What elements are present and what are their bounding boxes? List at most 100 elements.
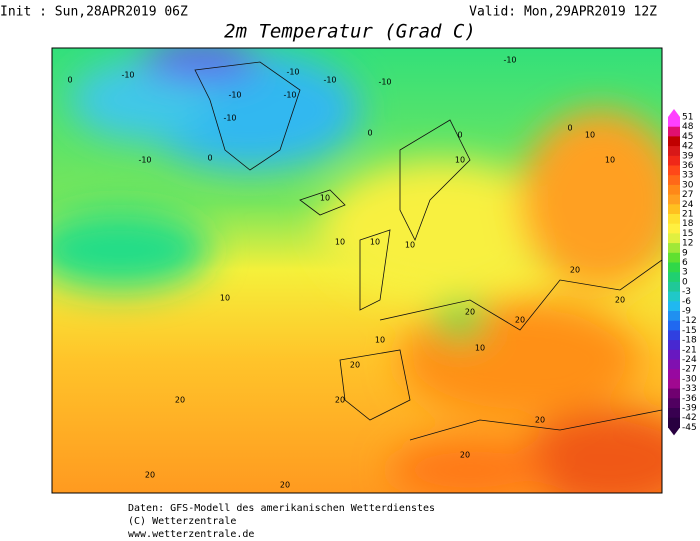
colorbar-swatch (668, 378, 680, 390)
colorbar-label: -6 (682, 297, 691, 307)
colorbar-swatch (668, 417, 680, 428)
colorbar-swatch (668, 175, 680, 186)
contour-label: 20 (350, 361, 360, 370)
contour-label: 20 (335, 396, 345, 405)
colorbar: 51484542393633302724211815129630-3-6-9-1… (668, 109, 697, 436)
contour-label: 0 (207, 154, 212, 163)
colorbar-label: -18 (682, 336, 697, 346)
colorbar-label: 0 (682, 277, 688, 287)
contour-label: 0 (367, 129, 372, 138)
colorbar-label: -27 (682, 365, 697, 375)
colorbar-label: 48 (682, 122, 694, 132)
colorbar-label: 33 (682, 171, 693, 181)
colorbar-cap (668, 109, 680, 117)
colorbar-label: -21 (682, 345, 697, 355)
colorbar-swatch (668, 165, 680, 176)
colorbar-label: 24 (682, 200, 694, 210)
contour-label: 20 (615, 296, 625, 305)
footer-copyright: (C) Wetterzentrale (128, 516, 236, 527)
contour-label: 10 (220, 294, 230, 303)
contour-label: 0 (567, 124, 572, 133)
colorbar-swatch (668, 117, 680, 128)
colorbar-label: -24 (682, 355, 697, 365)
contour-label: 10 (585, 131, 595, 140)
map-title: 2m Temperatur (Grad C) (224, 21, 476, 43)
colorbar-swatch (668, 223, 680, 234)
contour-label: -10 (228, 91, 241, 100)
footer-source: Daten: GFS-Modell des amerikanischen Wet… (128, 503, 435, 514)
colorbar-swatch (668, 262, 680, 273)
colorbar-swatch (668, 349, 680, 360)
contour-label: 10 (605, 156, 615, 165)
colorbar-label: 18 (682, 219, 694, 229)
colorbar-swatch (668, 340, 680, 351)
contour-label: -10 (283, 91, 296, 100)
colorbar-label: 27 (682, 190, 693, 200)
contour-label: -10 (378, 78, 391, 87)
colorbar-swatch (668, 233, 680, 244)
contour-label: 10 (405, 241, 415, 250)
contour-label: 20 (465, 308, 475, 317)
colorbar-label: 6 (682, 258, 688, 268)
colorbar-swatch (668, 291, 680, 302)
contour-label: 20 (280, 481, 290, 490)
colorbar-swatch (668, 126, 680, 137)
colorbar-label: 21 (682, 210, 693, 220)
contour-label: -10 (121, 71, 134, 80)
colorbar-swatch (668, 214, 680, 225)
colorbar-label: -30 (682, 374, 697, 384)
contour-label: -10 (323, 76, 336, 85)
colorbar-swatch (668, 388, 680, 399)
colorbar-swatch (668, 252, 680, 263)
colorbar-label: -45 (682, 423, 697, 433)
footer-url: www.wetterzentrale.de (128, 529, 254, 540)
contour-label: 10 (335, 238, 345, 247)
contour-label: 20 (460, 451, 470, 460)
valid-time: Valid: Mon,29APR2019 12Z (469, 5, 657, 20)
colorbar-swatch (668, 184, 680, 196)
map-frame (51, 47, 663, 494)
contour-label: 20 (145, 471, 155, 480)
colorbar-label: -39 (682, 404, 697, 414)
colorbar-label: -42 (682, 413, 697, 423)
contour-label: 10 (475, 344, 485, 353)
colorbar-swatch (668, 243, 680, 254)
colorbar-swatch (668, 311, 680, 322)
colorbar-swatch (668, 204, 680, 215)
contour-label: -10 (286, 68, 299, 77)
contour-label: -10 (223, 114, 236, 123)
contour-label: 0 (457, 131, 462, 140)
colorbar-swatch (668, 281, 680, 293)
colorbar-label: 12 (682, 239, 693, 249)
contour-label: 10 (455, 156, 465, 165)
colorbar-swatch (668, 155, 680, 166)
colorbar-label: -12 (682, 316, 697, 326)
colorbar-label: 51 (682, 113, 693, 123)
colorbar-swatch (668, 330, 680, 341)
colorbar-swatch (668, 136, 680, 147)
colorbar-swatch (668, 398, 680, 409)
colorbar-swatch (668, 272, 680, 283)
colorbar-label: 36 (682, 161, 694, 171)
contour-label: 0 (67, 76, 72, 85)
colorbar-label: -3 (682, 287, 691, 297)
colorbar-swatch (668, 301, 680, 312)
contour-label: 20 (515, 316, 525, 325)
colorbar-label: -33 (682, 384, 697, 394)
colorbar-swatch (668, 194, 680, 205)
colorbar-label: -36 (682, 394, 697, 404)
colorbar-label: 30 (682, 180, 694, 190)
colorbar-label: -9 (682, 307, 691, 317)
colorbar-label: 45 (682, 132, 693, 142)
colorbar-label: 9 (682, 248, 688, 258)
colorbar-swatch (668, 320, 680, 331)
contour-label: 10 (375, 336, 385, 345)
colorbar-label: 3 (682, 268, 688, 278)
colorbar-swatch (668, 359, 680, 370)
colorbar-swatch (668, 408, 680, 419)
colorbar-label: -15 (682, 326, 697, 336)
contour-label: -10 (503, 56, 516, 65)
init-time: Init : Sun,28APR2019 06Z (0, 5, 188, 20)
colorbar-swatch (668, 146, 680, 157)
